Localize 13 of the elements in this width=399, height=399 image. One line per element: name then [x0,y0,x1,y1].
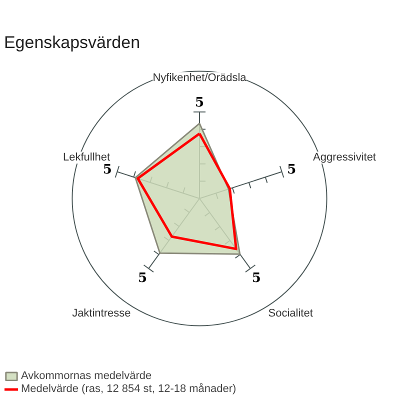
text: 5 [102,162,112,178]
text: 5 [138,270,148,286]
spoke-label: Nyfikenhet/Orädsla [152,72,248,84]
text: 5 [287,162,296,178]
spoke-label: Lekfullhet [62,152,110,164]
chart-title: Egenskapsvärden [4,33,140,52]
spoke-label: Socialitet [268,308,313,320]
legend-label: Avkommornas medelvärde [21,370,152,382]
legend-label: Medelvärde (ras, 12 854 st, 12-18 månader) [21,383,236,395]
spoke-label: Aggressivitet [313,152,376,164]
spoke-label: Jaktintresse [72,308,131,320]
text: 5 [252,270,261,286]
text: 5 [194,96,204,111]
